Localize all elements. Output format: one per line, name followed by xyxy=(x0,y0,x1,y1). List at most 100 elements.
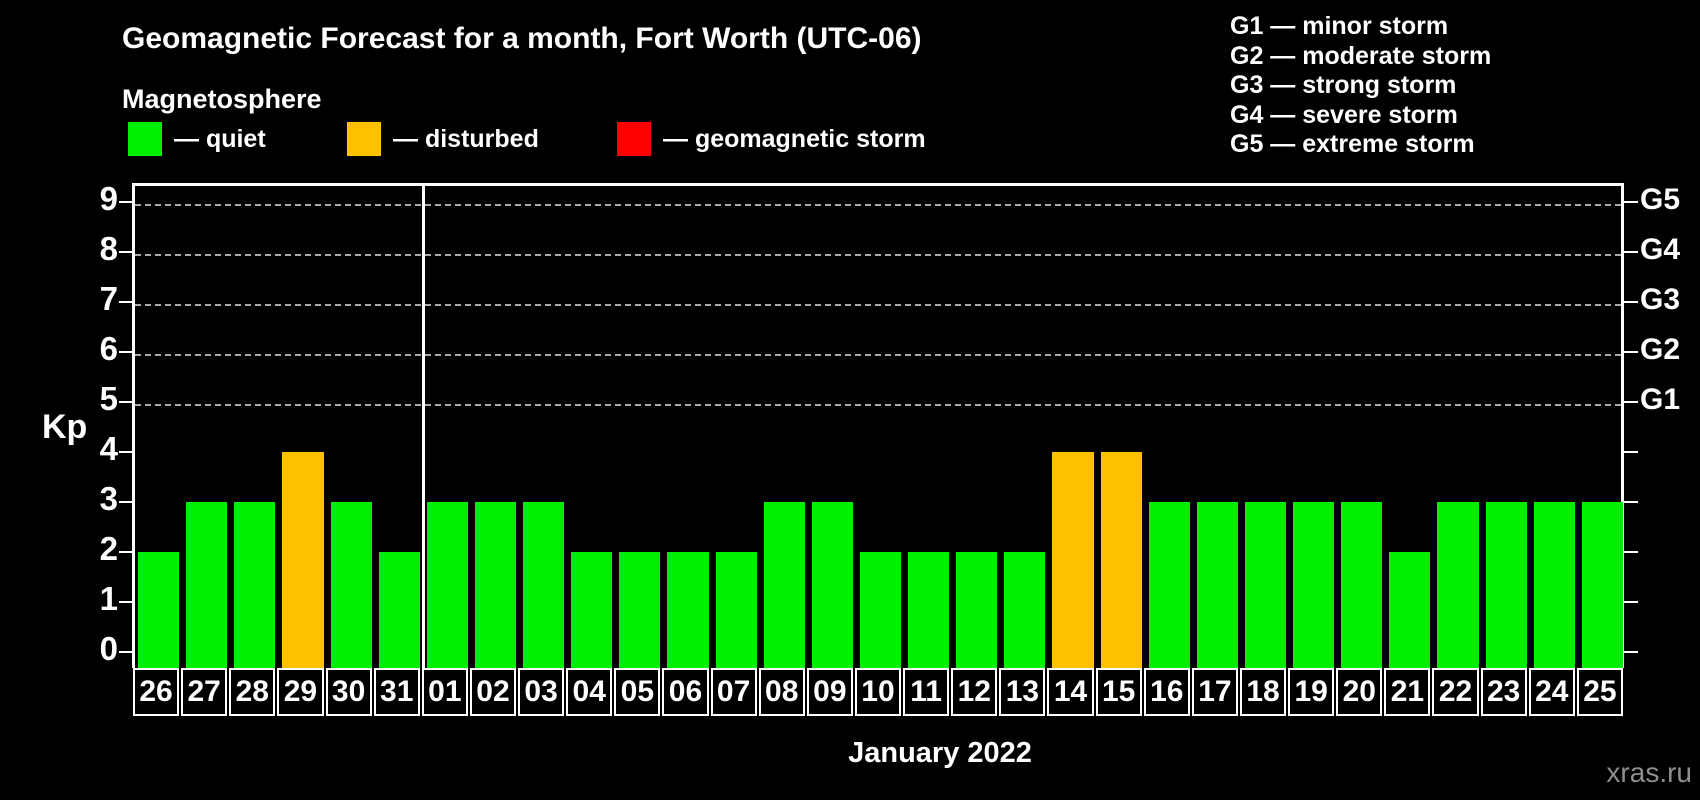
legend-swatch-disturbed xyxy=(347,122,381,156)
gridline-kp-5 xyxy=(135,404,1621,406)
day-label-07: 07 xyxy=(710,668,757,716)
day-label-02: 02 xyxy=(469,668,517,716)
legend-item-storm: — geomagnetic storm xyxy=(617,121,926,157)
day-label-25: 25 xyxy=(1576,668,1623,716)
kp-bar-day-11 xyxy=(908,552,950,668)
day-label-04: 04 xyxy=(566,668,613,716)
left-tick-kp-0 xyxy=(119,651,132,653)
x-axis-title: January 2022 xyxy=(848,737,1032,769)
kp-bar-day-05 xyxy=(619,552,661,668)
legend-item-disturbed: — disturbed xyxy=(347,121,539,157)
day-label-10: 10 xyxy=(854,668,902,716)
right-axis-label-G5: G5 xyxy=(1640,183,1681,216)
right-tick-kp-9 xyxy=(1624,201,1638,203)
y-tick-label-5: 5 xyxy=(99,380,118,417)
kp-bar-day-22 xyxy=(1437,502,1479,668)
legend-swatch-storm xyxy=(617,122,651,156)
y-tick-label-8: 8 xyxy=(99,230,118,267)
y-tick-label-7: 7 xyxy=(99,280,118,317)
x-axis-day-labels: 26 27 28 29 30 31 01 02 03 04 05 06 07 08 09 10 11 12 13 14… xyxy=(132,668,1624,716)
left-tick-kp-7 xyxy=(119,301,132,303)
day-label-08: 08 xyxy=(758,668,805,716)
day-label-26: 26 xyxy=(133,668,180,716)
kp-bar-day-14 xyxy=(1052,452,1094,668)
day-label-23: 23 xyxy=(1480,668,1527,716)
chart-title: Geomagnetic Forecast for a month, Fort W… xyxy=(122,22,922,55)
kp-bar-day-27 xyxy=(186,502,228,668)
legend-label-quiet: — quiet xyxy=(174,124,266,153)
right-axis-label-G2: G2 xyxy=(1640,333,1681,366)
day-label-20: 20 xyxy=(1336,668,1383,716)
y-tick-label-6: 6 xyxy=(99,330,118,367)
watermark: xras.ru xyxy=(1606,757,1692,788)
day-label-03: 03 xyxy=(518,668,565,716)
kp-bar-day-25 xyxy=(1581,502,1623,668)
day-label-17: 17 xyxy=(1191,668,1238,716)
legend-swatch-quiet xyxy=(128,122,162,156)
day-label-31: 31 xyxy=(373,668,420,716)
left-tick-kp-5 xyxy=(119,401,132,403)
day-label-16: 16 xyxy=(1143,668,1190,716)
day-label-30: 30 xyxy=(325,668,372,716)
left-tick-kp-6 xyxy=(119,351,132,353)
gridline-kp-7 xyxy=(135,304,1621,306)
month-separator xyxy=(422,186,426,668)
day-label-06: 06 xyxy=(662,668,709,716)
kp-bar-day-09 xyxy=(811,502,853,668)
kp-bar-day-19 xyxy=(1293,502,1335,668)
day-label-15: 15 xyxy=(1095,668,1142,716)
right-tick-kp-1 xyxy=(1624,601,1638,603)
left-tick-kp-4 xyxy=(119,451,132,453)
gridline-kp-6 xyxy=(135,354,1621,356)
g-scale-legend-line-4: G4 — severe storm xyxy=(1230,100,1458,129)
kp-bar-day-21 xyxy=(1389,552,1431,668)
day-label-05: 05 xyxy=(614,668,661,716)
left-tick-kp-3 xyxy=(119,501,132,503)
day-label-11: 11 xyxy=(903,668,950,716)
left-tick-kp-9 xyxy=(119,201,132,203)
day-label-22: 22 xyxy=(1432,668,1479,716)
kp-bar-day-16 xyxy=(1148,502,1190,668)
left-tick-kp-2 xyxy=(119,551,132,553)
chart-subtitle: Magnetosphere xyxy=(122,84,322,114)
kp-bar-day-02 xyxy=(474,502,517,668)
day-label-28: 28 xyxy=(229,668,276,716)
right-tick-kp-8 xyxy=(1624,251,1638,253)
day-label-01: 01 xyxy=(421,668,468,716)
g-scale-legend-line-3: G3 — strong storm xyxy=(1230,71,1457,99)
kp-bar-day-10 xyxy=(859,552,902,668)
kp-bar-day-31 xyxy=(378,552,420,668)
right-tick-kp-4 xyxy=(1624,451,1638,453)
right-axis-label-G4: G4 xyxy=(1640,233,1681,266)
kp-bar-day-13 xyxy=(1004,552,1046,668)
day-label-18: 18 xyxy=(1239,668,1287,716)
kp-bar-day-17 xyxy=(1196,502,1238,668)
day-label-27: 27 xyxy=(181,668,228,716)
day-label-21: 21 xyxy=(1384,668,1431,716)
gridline-kp-9 xyxy=(135,204,1621,206)
kp-bar-day-29 xyxy=(282,452,324,668)
right-tick-kp-5 xyxy=(1624,401,1638,403)
left-tick-kp-8 xyxy=(119,251,132,253)
legend-item-quiet: — quiet xyxy=(128,121,266,157)
right-tick-kp-7 xyxy=(1624,301,1638,303)
kp-bar-day-18 xyxy=(1244,502,1287,668)
day-label-12: 12 xyxy=(951,668,998,716)
kp-bar-day-28 xyxy=(234,502,276,668)
y-tick-label-2: 2 xyxy=(99,530,118,567)
day-label-29: 29 xyxy=(277,668,324,716)
kp-bar-day-15 xyxy=(1100,452,1142,668)
kp-bar-day-07 xyxy=(715,552,757,668)
y-tick-label-3: 3 xyxy=(99,480,118,517)
kp-bar-day-04 xyxy=(571,552,613,668)
y-tick-label-9: 9 xyxy=(99,180,118,217)
plot-area xyxy=(132,183,1624,668)
left-tick-kp-1 xyxy=(119,601,132,603)
right-tick-kp-2 xyxy=(1624,551,1638,553)
legend-label-disturbed: — disturbed xyxy=(393,124,539,153)
kp-bar-day-20 xyxy=(1341,502,1383,668)
kp-bar-day-26 xyxy=(138,552,180,668)
right-tick-kp-3 xyxy=(1624,501,1638,503)
g-scale-legend-line-2: G2 — moderate storm xyxy=(1230,41,1492,70)
